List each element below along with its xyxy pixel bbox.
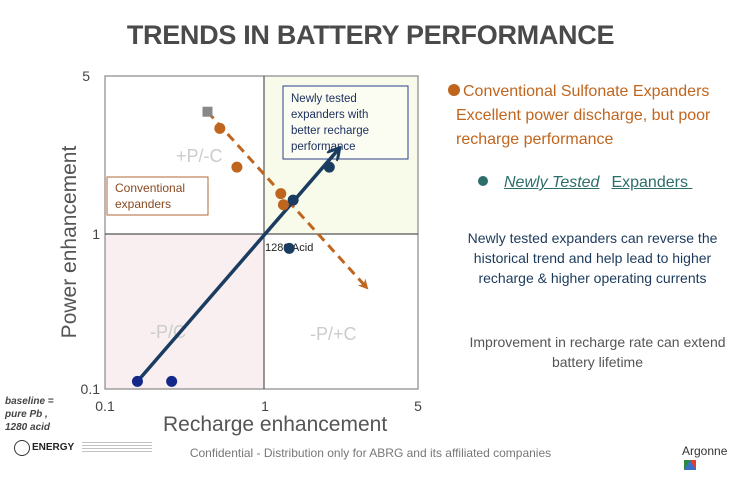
conventional-box-line1: Conventional — [115, 181, 185, 195]
y-axis-label: Power enhancement — [58, 145, 81, 339]
newly-tested-point — [287, 194, 299, 206]
conventional-point — [231, 161, 243, 173]
argonne-logo-text: Argonne — [682, 444, 728, 458]
svg-text:Newly tested expanders w: Newly tested expanders with better recha… — [291, 93, 372, 153]
conventional-legend: Conventional Sulfonate Expanders Excelle… — [448, 80, 738, 152]
x-tick-0-1: 0.1 — [95, 398, 115, 414]
newly-tested-point — [283, 242, 295, 254]
newly-tested-trend-arrow — [136, 149, 338, 383]
baseline-point — [202, 106, 213, 117]
quadrant-label-minus-p-plus-c: -P/+C — [310, 324, 357, 344]
conventional-point — [214, 122, 226, 134]
newly-box-line3: better recharge — [291, 125, 369, 137]
conventional-desc-2: recharge performance — [456, 131, 614, 148]
conventional-bullet-icon — [448, 84, 460, 96]
baseline-note: baseline = pure Pb , 1280 acid — [5, 395, 54, 434]
lifetime-text: Improvement in recharge rate can extend … — [469, 334, 726, 370]
y-tick-1: 1 — [92, 226, 100, 242]
doe-fine-print — [82, 442, 152, 452]
conventional-box: Conventional expanders — [106, 176, 209, 216]
x-tick-5: 5 — [414, 398, 422, 414]
doe-logo-text: ENERGY — [32, 442, 75, 453]
conventional-trend-arrow — [206, 110, 369, 290]
x-tick-1: 1 — [261, 398, 269, 414]
conventional-desc-1: Excellent power discharge, but poor — [456, 107, 711, 124]
confidential-footer: Confidential - Distribution only for ABR… — [189, 446, 552, 460]
newly-tested-rest: Expanders — [611, 174, 688, 191]
conventional-heading: Conventional Sulfonate Expanders — [463, 83, 710, 100]
baseline-line2: pure Pb , — [5, 409, 48, 420]
conventional-point — [275, 188, 287, 200]
newly-tested-point — [323, 161, 335, 173]
y-tick-0-1: 0.1 — [81, 381, 101, 397]
conventional-box-line2: expanders — [115, 197, 171, 211]
newly-tested-italic: Newly Tested — [504, 174, 600, 191]
newly-box-line4: performance — [291, 141, 356, 153]
quadrant-label-pc-minus: +P/-C — [176, 146, 223, 166]
argonne-logo: Argonne — [682, 444, 741, 472]
newly-tested-point — [166, 375, 178, 387]
argonne-triangle-icon — [684, 460, 696, 470]
newly-tested-legend: Newly Tested Expanders — [478, 174, 692, 192]
doe-logo: ENERGY — [14, 440, 152, 456]
newly-tested-box: Newly tested expanders with better recha… — [282, 85, 409, 160]
slide-title: TRENDS IN BATTERY PERFORMANCE — [126, 20, 615, 50]
x-axis-label: Recharge enhancement — [163, 413, 388, 436]
y-tick-5: 5 — [82, 68, 90, 84]
plot-frame — [104, 75, 419, 390]
newly-box-line1: Newly tested — [291, 93, 357, 105]
baseline-line1: baseline = — [5, 396, 54, 407]
quadrant-lower-left — [105, 234, 264, 389]
doe-seal-icon — [14, 440, 30, 456]
reverse-trend-text: Newly tested expanders can reverse the h… — [467, 230, 718, 286]
newly-tested-bullet-icon — [478, 176, 488, 186]
newly-tested-point — [131, 375, 143, 387]
newly-box-line2: expanders with — [291, 109, 368, 121]
baseline-line3: 1280 acid — [5, 422, 51, 433]
conventional-point — [277, 199, 289, 211]
